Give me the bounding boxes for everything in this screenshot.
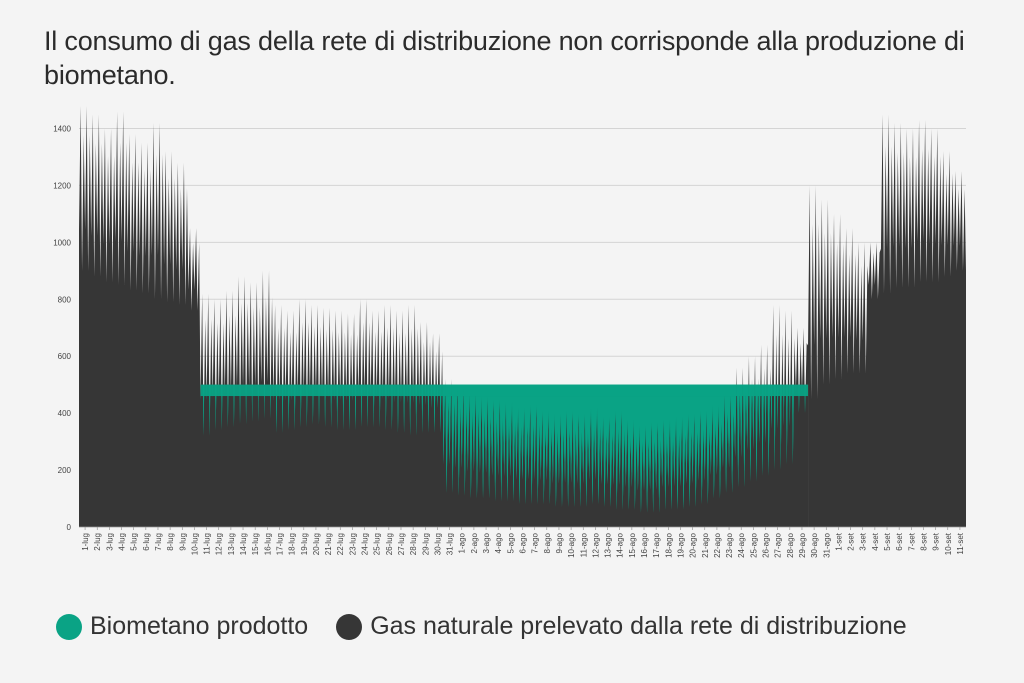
y-tick-label: 0 — [67, 523, 72, 532]
legend-label-natural-gas: Gas naturale prelevato dalla rete di dis… — [370, 612, 907, 640]
series-natural-gas — [79, 105, 966, 527]
x-tick-label: 3-set — [859, 532, 868, 551]
x-tick-label: 27-ago — [774, 532, 783, 557]
x-tick-label: 2-ago — [470, 532, 479, 553]
x-tick-label: 2-set — [847, 532, 856, 551]
x-tick-label: 17-ago — [652, 532, 661, 557]
x-tick-label: 20-ago — [689, 532, 698, 557]
x-tick-label: 25-ago — [749, 532, 758, 557]
x-tick-label: 23-lug — [348, 533, 357, 555]
x-tick-label: 25-lug — [373, 533, 382, 555]
x-tick-label: 22-ago — [713, 532, 722, 557]
x-tick-label: 12-ago — [591, 532, 600, 557]
x-tick-label: 21-lug — [324, 533, 333, 555]
x-tick-label: 14-ago — [616, 532, 625, 557]
page-title: Il consumo di gas della rete di distribu… — [44, 26, 965, 90]
x-tick-label: 16-ago — [640, 532, 649, 557]
x-tick-label: 9-lug — [178, 533, 187, 551]
x-tick-label: 9-ago — [555, 532, 564, 553]
x-tick-label: 7-set — [907, 532, 916, 551]
x-tick-label: 22-lug — [336, 533, 345, 555]
x-tick-label: 19-ago — [676, 532, 685, 557]
x-tick-label: 8-set — [919, 532, 928, 551]
y-axis-ticks: 0 200 400 600 800 1000 1200 1400 — [53, 124, 71, 532]
x-tick-label: 29-ago — [798, 532, 807, 557]
y-tick-label: 400 — [58, 409, 72, 418]
y-tick-label: 1200 — [53, 181, 71, 190]
x-tick-label: 6-lug — [142, 533, 151, 551]
y-tick-label: 200 — [58, 466, 72, 475]
x-tick-label: 4-set — [871, 532, 880, 551]
x-tick-label: 11-set — [956, 532, 965, 554]
x-tick-label: 3-lug — [105, 533, 114, 551]
x-tick-label: 20-lug — [312, 533, 321, 555]
x-tick-label: 11-lug — [203, 533, 212, 555]
x-tick-label: 1-ago — [458, 532, 467, 553]
x-tick-label: 8-ago — [543, 532, 552, 553]
x-tick-label: 29-lug — [421, 533, 430, 555]
x-tick-label: 30-ago — [810, 532, 819, 557]
x-tick-label: 31-ago — [822, 532, 831, 557]
x-tick-label: 31-lug — [446, 533, 455, 555]
x-tick-label: 1-lug — [81, 533, 90, 551]
legend-label-biomethane: Biometano prodotto — [90, 612, 309, 640]
x-tick-label: 6-ago — [519, 532, 528, 553]
x-tick-label: 18-ago — [664, 532, 673, 557]
legend-swatch-biomethane-icon — [56, 613, 82, 640]
x-tick-label: 5-set — [883, 532, 892, 551]
x-tick-label: 26-lug — [385, 533, 394, 555]
x-tick-label: 27-lug — [397, 533, 406, 555]
series-natural-gas-under-band — [200, 384, 809, 527]
x-tick-label: 30-lug — [433, 533, 442, 555]
x-tick-label: 6-set — [895, 532, 904, 551]
series-biomethane-top-band — [200, 384, 809, 397]
x-tick-label: 13-lug — [227, 533, 236, 555]
chart-legend: Biometano prodotto Gas naturale prelevat… — [56, 612, 935, 641]
x-tick-label: 15-ago — [628, 532, 637, 557]
y-tick-label: 600 — [58, 352, 72, 361]
x-tick-label: 3-ago — [482, 532, 491, 553]
x-tick-label: 1-set — [834, 532, 843, 551]
x-tick-label: 8-lug — [166, 533, 175, 551]
x-tick-label: 12-lug — [215, 533, 224, 555]
x-tick-label: 26-ago — [762, 532, 771, 557]
x-tick-label: 2-lug — [93, 533, 102, 551]
x-tick-label: 21-ago — [701, 532, 710, 557]
x-tick-label: 10-set — [944, 532, 953, 555]
x-tick-label: 13-ago — [604, 532, 613, 557]
x-tick-label: 9-set — [932, 532, 941, 551]
x-tick-label: 4-lug — [118, 533, 127, 551]
x-tick-label: 24-ago — [737, 532, 746, 557]
x-tick-label: 28-ago — [786, 532, 795, 557]
x-tick-label: 10-ago — [567, 532, 576, 557]
y-tick-label: 1000 — [53, 238, 71, 247]
x-tick-label: 5-ago — [506, 532, 515, 553]
x-tick-label: 11-ago — [579, 532, 588, 557]
x-tick-label: 23-ago — [725, 532, 734, 557]
legend-item-natural-gas: Gas naturale prelevato dalla rete di dis… — [336, 612, 907, 641]
y-tick-label: 800 — [58, 295, 72, 304]
x-tick-label: 19-lug — [300, 533, 309, 555]
x-tick-label: 15-lug — [251, 533, 260, 555]
x-tick-label: 10-lug — [190, 533, 199, 555]
x-tick-label: 16-lug — [263, 533, 272, 555]
consumption-area-chart: 0 200 400 600 800 1000 1200 1400 1-lug 2-lug 3-lu… — [53, 105, 966, 558]
legend-item-biomethane: Biometano prodotto — [56, 612, 308, 641]
legend-swatch-natural-gas-icon — [336, 613, 363, 640]
x-axis-ticks: 1-lug 2-lug 3-lug 4-lug 5-lug 6-lug 7-lug 8-lug… — [79, 526, 966, 558]
x-tick-label: 14-lug — [239, 533, 248, 555]
x-tick-label: 28-lug — [409, 533, 418, 555]
x-tick-label: 7-lug — [154, 533, 163, 551]
x-tick-label: 5-lug — [130, 533, 139, 551]
x-tick-label: 7-ago — [531, 532, 540, 553]
x-tick-label: 24-lug — [361, 533, 370, 555]
chart-areas — [79, 105, 966, 527]
x-tick-label: 4-ago — [494, 532, 503, 553]
x-tick-label: 18-lug — [288, 533, 297, 555]
y-tick-label: 1400 — [53, 124, 71, 133]
x-tick-label: 17-lug — [275, 533, 284, 555]
